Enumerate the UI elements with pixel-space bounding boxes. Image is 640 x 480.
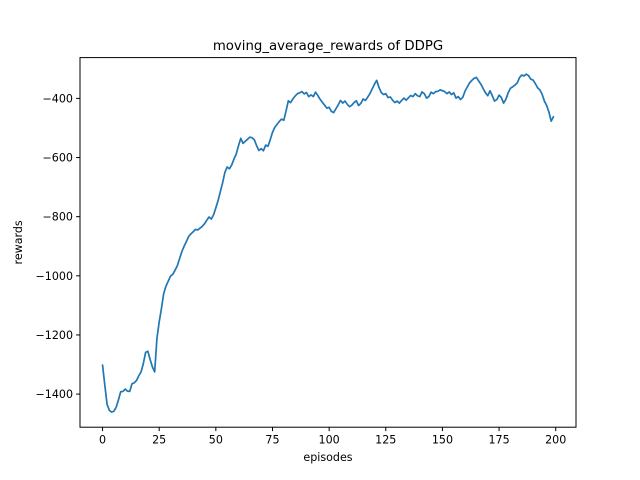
- y-tick-label: −1000: [35, 270, 73, 283]
- series-line-moving_average_rewards: [101, 73, 555, 413]
- x-tick-label: 75: [265, 434, 279, 447]
- x-tick-label: 125: [375, 434, 396, 447]
- y-tick-label: −1400: [35, 388, 73, 401]
- x-tick-label: 0: [99, 434, 106, 447]
- x-tick-label: 175: [488, 434, 509, 447]
- x-tick-label: 150: [432, 434, 453, 447]
- axes-frame: [79, 57, 577, 428]
- x-axis-label: episodes: [303, 451, 352, 464]
- x-tick-label: 25: [152, 434, 166, 447]
- chart-title: moving_average_rewards of DDPG: [213, 39, 443, 54]
- x-tick-label: 200: [545, 434, 566, 447]
- x-tick-label: 50: [209, 434, 223, 447]
- line-layer: [101, 73, 555, 413]
- x-tick-label: 100: [319, 434, 340, 447]
- y-axis-label: rewards: [12, 220, 25, 264]
- ticks-layer: 0 25 50 75 100 125 150 175 200 −400 −600 −800 −1000 −…: [35, 92, 566, 446]
- y-tick-label: −400: [43, 92, 73, 105]
- y-tick-label: −600: [43, 152, 73, 165]
- y-tick-label: −1200: [35, 329, 73, 342]
- y-tick-label: −800: [43, 211, 73, 224]
